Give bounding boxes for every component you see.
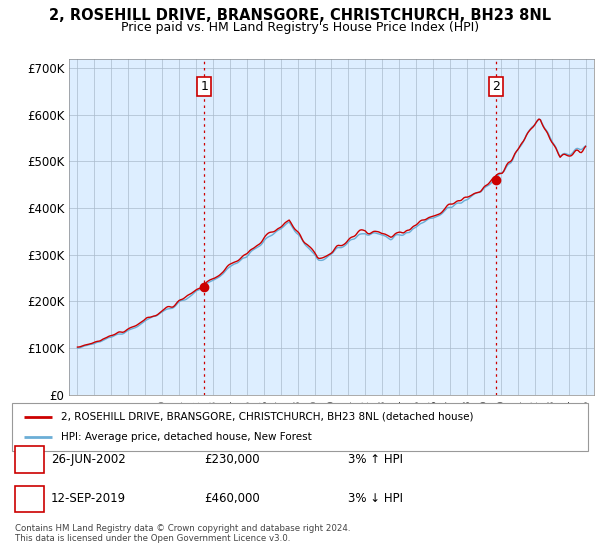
Text: 1: 1 [200,80,208,94]
Text: 12-SEP-2019: 12-SEP-2019 [51,492,126,506]
Text: 26-JUN-2002: 26-JUN-2002 [51,453,126,466]
Text: Price paid vs. HM Land Registry's House Price Index (HPI): Price paid vs. HM Land Registry's House … [121,21,479,34]
Text: 2, ROSEHILL DRIVE, BRANSGORE, CHRISTCHURCH, BH23 8NL: 2, ROSEHILL DRIVE, BRANSGORE, CHRISTCHUR… [49,8,551,24]
Text: £460,000: £460,000 [204,492,260,506]
Text: 2, ROSEHILL DRIVE, BRANSGORE, CHRISTCHURCH, BH23 8NL (detached house): 2, ROSEHILL DRIVE, BRANSGORE, CHRISTCHUR… [61,412,473,422]
FancyBboxPatch shape [12,403,588,451]
Text: 3% ↑ HPI: 3% ↑ HPI [348,453,403,466]
Text: £230,000: £230,000 [204,453,260,466]
Text: 2: 2 [25,492,34,506]
Text: Contains HM Land Registry data © Crown copyright and database right 2024.
This d: Contains HM Land Registry data © Crown c… [15,524,350,543]
Text: 2: 2 [492,80,500,94]
Text: 3% ↓ HPI: 3% ↓ HPI [348,492,403,506]
Text: HPI: Average price, detached house, New Forest: HPI: Average price, detached house, New … [61,432,312,442]
Text: 1: 1 [25,453,34,466]
